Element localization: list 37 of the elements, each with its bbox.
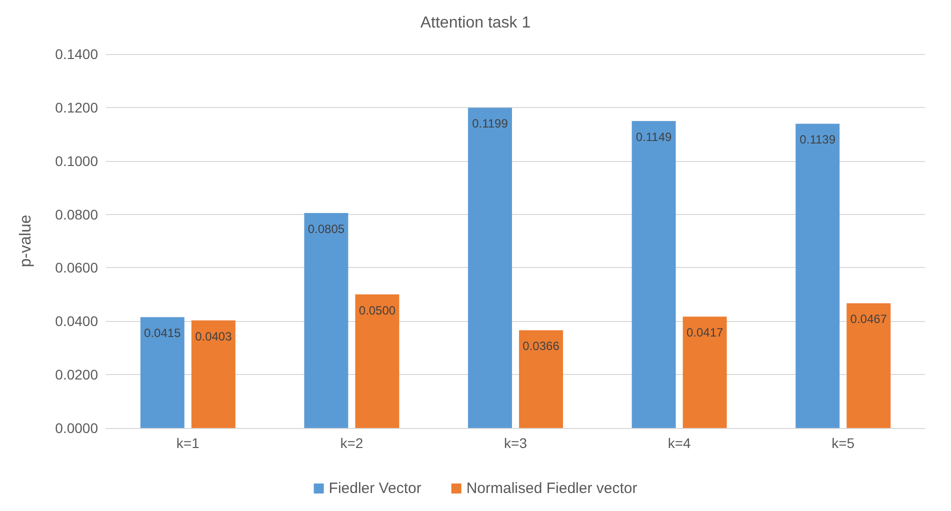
data-label: 0.1139: [800, 132, 836, 147]
legend-label: Fiedler Vector: [328, 480, 422, 497]
legend-label: Normalised Fiedler vector: [466, 480, 638, 497]
y-tick-label: 0.0800: [55, 206, 98, 222]
x-tick-label: k=2: [340, 435, 364, 451]
y-tick-label: 0.0200: [55, 366, 98, 383]
data-label: 0.1199: [472, 116, 508, 131]
data-label: 0.0467: [850, 312, 888, 326]
bar: [355, 294, 400, 428]
bar: [191, 320, 236, 428]
y-axis-title: p-value: [18, 214, 34, 268]
data-label: 0.0417: [686, 326, 724, 340]
bar: [140, 317, 184, 428]
data-label: 0.0500: [358, 303, 396, 318]
x-tick-label: k=4: [668, 435, 691, 451]
data-label: 0.0366: [522, 339, 560, 354]
data-label: 0.0805: [308, 222, 345, 236]
x-tick-label: k=3: [504, 435, 528, 451]
y-tick-label: 0.1400: [55, 46, 98, 62]
bar: [682, 316, 727, 428]
bar: [519, 330, 563, 428]
x-tick-label: k=1: [176, 435, 200, 451]
y-tick-label: 0.0600: [55, 260, 98, 276]
y-tick-label: 0.1200: [55, 99, 98, 116]
bar: [796, 124, 840, 428]
bar: [632, 121, 676, 428]
data-label: 0.0403: [195, 329, 232, 344]
bar: [846, 303, 891, 428]
y-tick-label: 0.1000: [55, 152, 98, 169]
y-tick-label: 0.0000: [55, 420, 98, 436]
y-tick-label: 0.0400: [55, 313, 98, 330]
data-label: 0.1149: [636, 130, 672, 144]
bar: [468, 108, 512, 428]
chart-title: Attention task 1: [420, 14, 531, 32]
bar: [304, 212, 348, 428]
x-tick-label: k=5: [832, 435, 855, 451]
data-label: 0.0415: [144, 326, 182, 340]
